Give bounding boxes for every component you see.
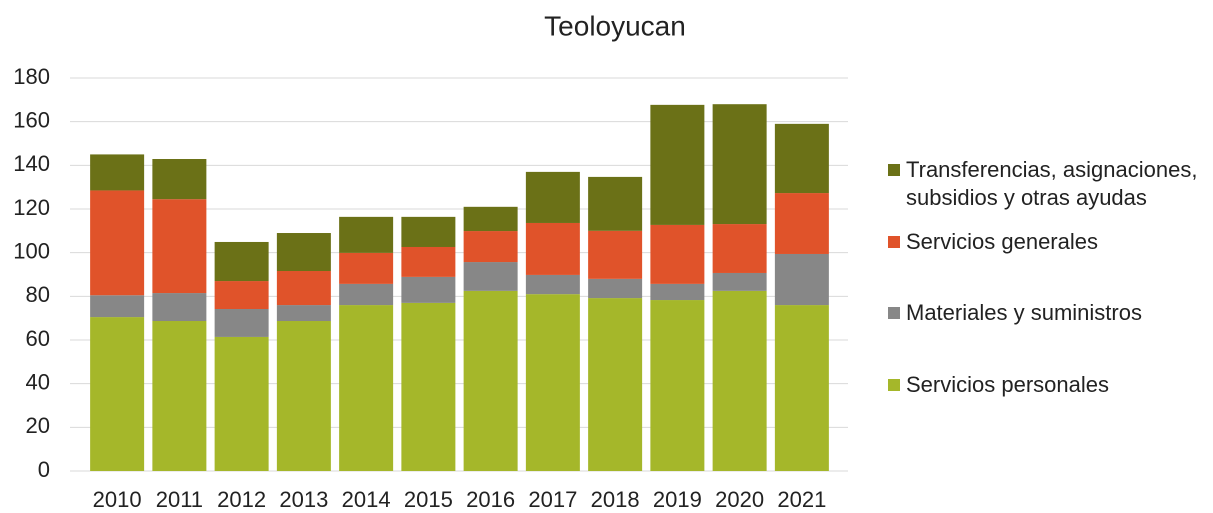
bar-segment [339,305,394,471]
bar-segment [276,233,331,272]
bar-segment [276,305,331,322]
bar-segment [214,241,269,282]
bar-segment [339,252,394,284]
y-tick-label: 0 [38,457,50,482]
legend-swatch [888,379,900,391]
x-tick-label: 2010 [93,487,142,512]
bar-segment [525,294,580,471]
bar-segment [463,231,518,263]
bar-segment [276,321,331,471]
bar-segment [588,230,643,279]
y-tick-label: 180 [13,64,50,89]
x-tick-label: 2015 [404,487,453,512]
legend-label: Servicios generales [906,229,1098,254]
bar-segment [152,321,207,471]
bar-segment [214,308,269,337]
legend-item: Servicios personales [888,371,1208,399]
x-tick-label: 2014 [342,487,391,512]
bar-segment [401,216,456,247]
legend-swatch [888,164,900,176]
bar-segment [90,317,145,471]
chart-title: Teoloyucan [544,10,686,41]
legend-item: Materiales y suministros [888,299,1208,327]
bar-segment [774,253,829,306]
bar-segment [463,262,518,291]
bar-segment [774,123,829,194]
legend-item: Servicios generales [888,228,1208,256]
bar-segment [712,104,767,225]
y-tick-label: 120 [13,195,50,220]
bar-segment [152,199,207,294]
bar-segment [339,216,394,253]
bar-segment [588,176,643,231]
y-tick-label: 40 [26,369,50,394]
legend-label: Materiales y suministros [906,300,1142,325]
y-tick-label: 60 [26,326,50,351]
bar-segment [401,246,456,277]
bar-segment [214,281,269,309]
bar-segment [525,222,580,275]
legend-label: Servicios personales [906,372,1109,397]
x-tick-label: 2021 [777,487,826,512]
bar-segment [712,290,767,471]
bar-segment [650,300,705,471]
y-tick-label: 140 [13,151,50,176]
bar-segment [650,283,705,301]
bar-segment [152,159,207,200]
x-tick-label: 2011 [156,487,203,512]
x-tick-label: 2018 [591,487,640,512]
bar-segment [588,298,643,471]
y-tick-label: 80 [26,282,50,307]
x-tick-label: 2019 [653,487,702,512]
x-tick-label: 2017 [528,487,577,512]
legend-swatch [888,236,900,248]
bar-segment [588,278,643,299]
bar-segment [90,154,145,191]
bar-segment [401,276,456,303]
bar-segment [712,224,767,273]
x-tick-label: 2020 [715,487,764,512]
bar-segment [152,293,207,322]
bar-segment [463,290,518,471]
bar-segment [650,104,705,225]
bar-segment [712,272,767,291]
bar-segment [90,295,145,318]
bar-segment [774,193,829,254]
bar-segment [276,271,331,306]
x-tick-label: 2012 [217,487,266,512]
bar-segment [525,274,580,295]
bar-segment [214,336,269,471]
x-tick-label: 2016 [466,487,515,512]
x-tick-label: 2013 [279,487,328,512]
legend-swatch [888,307,900,319]
bar-segment [463,206,518,232]
bar-segment [401,302,456,471]
bar-segment [525,171,580,223]
legend-item: Transferencias, asignaciones, subsidios … [888,156,1208,212]
bar-segment [650,224,705,284]
y-tick-label: 20 [26,413,50,438]
bar-segment [339,283,394,306]
bar-segment [774,305,829,471]
y-tick-label: 160 [13,107,50,132]
legend-label: Transferencias, asignaciones, subsidios … [906,157,1198,210]
bar-segment [90,190,145,296]
y-tick-label: 100 [13,238,50,263]
